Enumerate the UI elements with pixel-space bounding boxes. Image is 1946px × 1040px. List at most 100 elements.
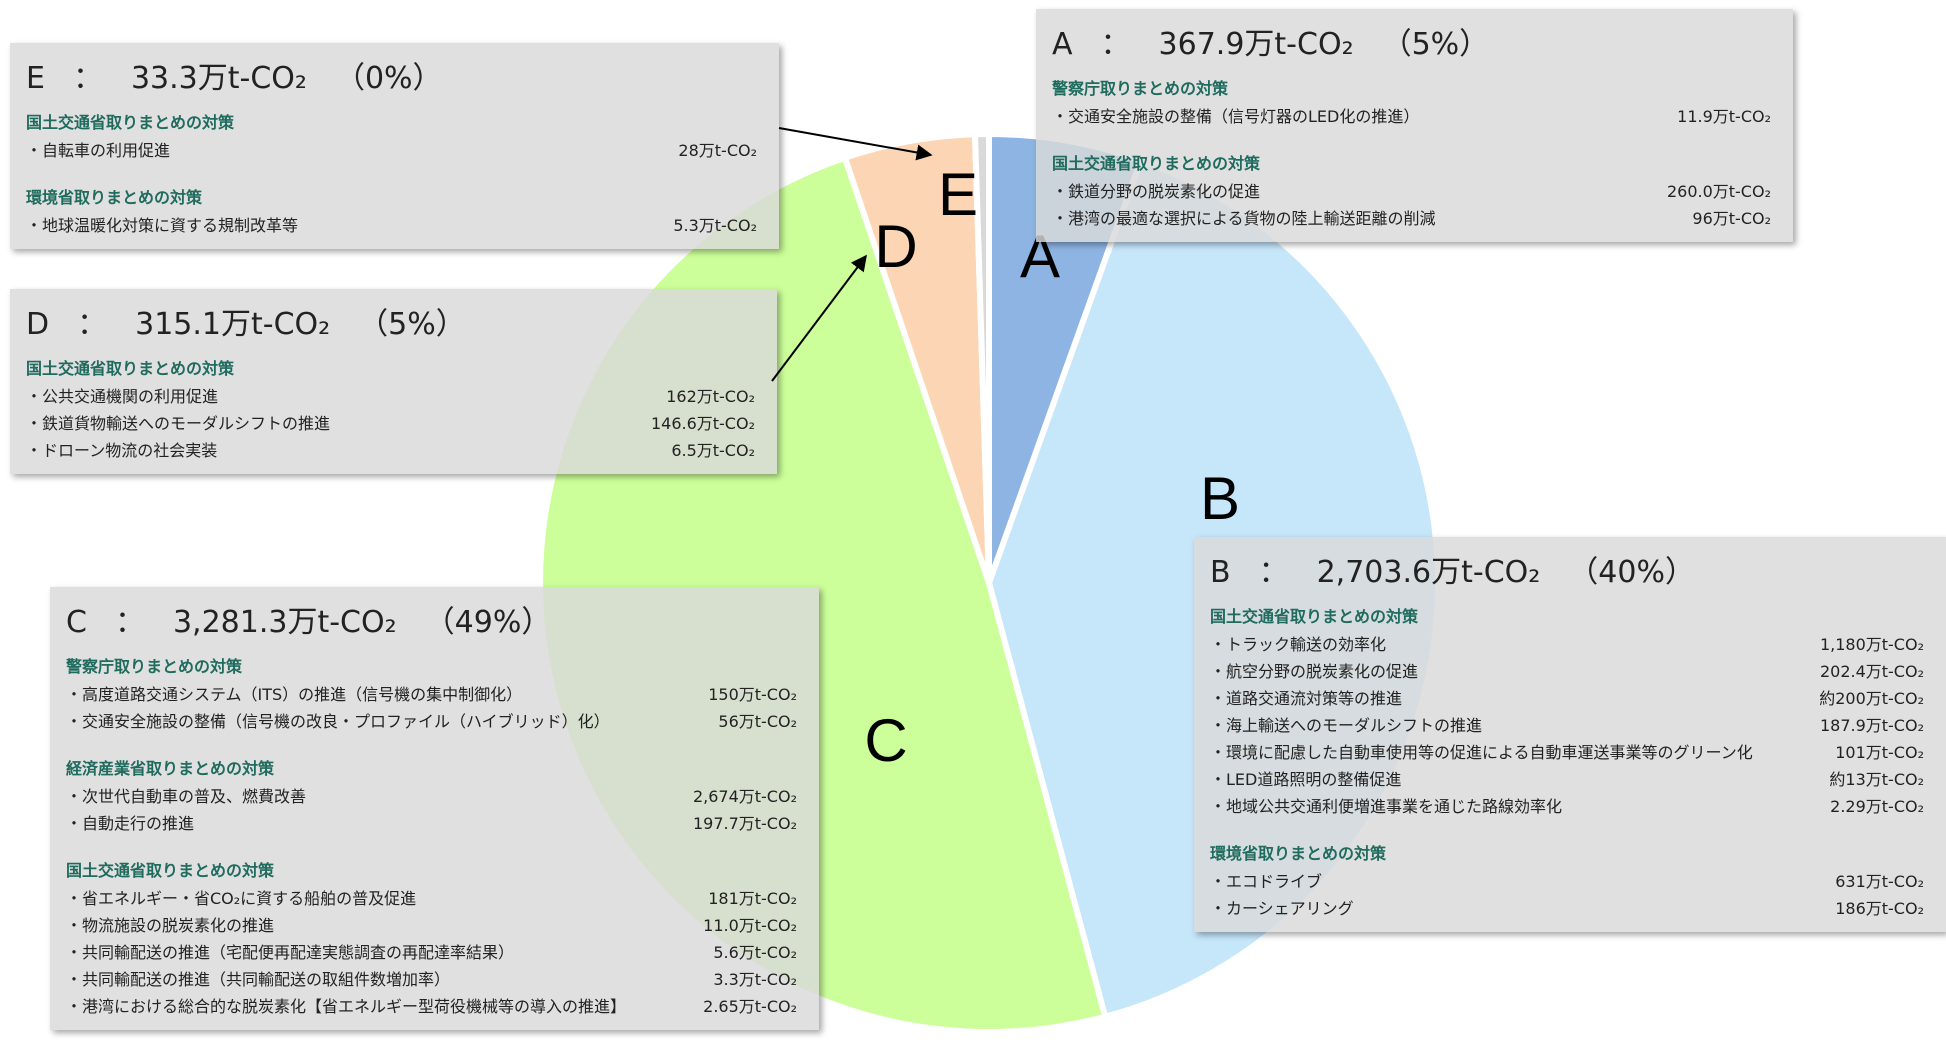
measure-group: 国土交通省取りまとめの対策 ・公共交通機関の利用促進 162万t-CO₂ ・鉄道貨物輸… xyxy=(26,355,755,464)
group-heading: 国土交通省取りまとめの対策 xyxy=(26,113,235,132)
measure-amount: 5.6万t-CO₂ xyxy=(713,943,797,962)
measure-group: 環境省取りまとめの対策 ・地球温暖化対策に資する規制改革等 5.3万t-CO₂ xyxy=(26,184,757,239)
measure-item: ・港湾における総合的な脱炭素化【省エネルギー型荷役機械等の導入の推進】 2.65万… xyxy=(66,993,797,1020)
pie-slice xyxy=(971,131,992,586)
measure-name: ・高度道路交通システム（ITS）の推進（信号機の集中制御化） xyxy=(66,685,523,704)
callout-value: 3,281.3万t-CO₂ xyxy=(172,605,397,640)
callout-separator: ： xyxy=(114,605,145,640)
measure-name: ・道路交通流対策等の推進 xyxy=(1210,689,1403,708)
callout-separator: ： xyxy=(77,307,108,342)
measure-group: 経済産業省取りまとめの対策・次世代自動車の普及、燃費改善 2,674万t-CO₂ ・… xyxy=(66,755,797,837)
callout-header: B ： 2,703.6万t-CO₂ （40%） xyxy=(1210,547,1924,591)
slice-label: D xyxy=(874,213,917,280)
measure-name: ・海上輸送へのモーダルシフトの推進 xyxy=(1210,716,1483,735)
measure-amount: 2.29万t-CO₂ xyxy=(1830,797,1924,816)
measure-name: ・LED道路照明の整備促進 xyxy=(1210,770,1402,789)
callout-box: A ： 367.9万t-CO₂ （5%） 警察庁取りまとめの対策 ・交通安全施設の整備（信… xyxy=(1036,9,1793,242)
measure-item: ・環境に配慮した自動車使用等の促進による自動車運送事業等のグリーン化 101万t-… xyxy=(1210,739,1924,766)
callout-separator: ： xyxy=(1258,555,1289,590)
measure-item: ・高度道路交通システム（ITS）の推進（信号機の集中制御化） 150万t-CO₂ xyxy=(66,681,797,708)
measure-item: ・自動走行の推進 197.7万t-CO₂ xyxy=(66,810,797,837)
measure-name: ・交通安全施設の整備（信号機の改良・プロファイル（ハイブリッド）化） xyxy=(66,712,610,731)
measure-item: ・省エネルギー・省CO₂に資する船舶の普及促進 181万t-CO₂ xyxy=(66,885,797,912)
callout-category: E xyxy=(26,61,45,96)
callout-category: B xyxy=(1210,555,1231,590)
measure-name: ・カーシェアリング xyxy=(1210,899,1354,918)
measure-amount: 631万t-CO₂ xyxy=(1835,872,1924,891)
measure-name: ・鉄道貨物輸送へのモーダルシフトの推進 xyxy=(26,414,331,433)
callout-value: 33.3万t-CO₂ xyxy=(130,61,307,96)
measure-item: ・自転車の利用促進 28万t-CO₂ xyxy=(26,137,757,164)
callout-share: （5%） xyxy=(358,307,466,342)
measure-amount: 186万t-CO₂ xyxy=(1835,899,1924,918)
measure-item: ・エコドライブ 631万t-CO₂ xyxy=(1210,868,1924,895)
measure-amount: 202.4万t-CO₂ xyxy=(1819,662,1924,681)
callout-box: B ： 2,703.6万t-CO₂ （40%） 国土交通省取りまとめの対策 ・トラック輸送… xyxy=(1194,537,1946,932)
measure-name: ・地域公共交通利便増進事業を通じた路線効率化 xyxy=(1210,797,1563,816)
measure-name: ・省エネルギー・省CO₂に資する船舶の普及促進 xyxy=(66,889,417,908)
callout-share: （49%） xyxy=(424,605,552,640)
arrow xyxy=(771,254,867,382)
measure-group: 警察庁取りまとめの対策・交通安全施設の整備（信号灯器のLED化の推進） 11.9万… xyxy=(1052,75,1771,130)
measure-item: ・共同輸配送の推進（宅配便再配達実態調査の再配達率結果） 5.6万t-CO₂ xyxy=(66,939,797,966)
callout-share: （5%） xyxy=(1381,27,1490,62)
measure-name: ・地球温暖化対策に資する規制改革等 xyxy=(26,216,299,235)
callout-separator: ： xyxy=(1100,27,1131,62)
measure-amount: 101万t-CO₂ xyxy=(1835,743,1924,762)
callout-header: C ： 3,281.3万t-CO₂ （49%） xyxy=(66,597,797,641)
measure-name: ・トラック輸送の効率化 xyxy=(1210,635,1387,654)
measure-name: ・港湾における総合的な脱炭素化【省エネルギー型荷役機械等の導入の推進】 xyxy=(66,997,627,1016)
group-heading: 国土交通省取りまとめの対策 xyxy=(66,861,275,880)
measure-item: ・次世代自動車の普及、燃費改善 2,674万t-CO₂ xyxy=(66,783,797,810)
measure-name: ・ドローン物流の社会実装 xyxy=(26,441,218,460)
callout-header: D ： 315.1万t-CO₂ （5%） xyxy=(26,299,755,343)
measure-amount: 5.3万t-CO₂ xyxy=(673,216,757,235)
group-heading: 経済産業省取りまとめの対策 xyxy=(66,759,275,778)
measure-item: ・公共交通機関の利用促進 162万t-CO₂ xyxy=(26,383,755,410)
measure-amount: 約200万t-CO₂ xyxy=(1819,689,1924,708)
measure-item: ・ドローン物流の社会実装 6.5万t-CO₂ xyxy=(26,437,755,464)
measure-amount: 150万t-CO₂ xyxy=(708,685,797,704)
slice-label: E xyxy=(938,161,978,228)
callout-category: C xyxy=(66,605,87,640)
group-heading: 警察庁取りまとめの対策 xyxy=(66,657,243,676)
measure-item: ・交通安全施設の整備（信号灯器のLED化の推進） 11.9万t-CO₂ xyxy=(1052,103,1771,130)
callout-box: D ： 315.1万t-CO₂ （5%） 国土交通省取りまとめの対策 ・公共交通機関の利用… xyxy=(10,289,777,474)
measure-amount: 11.0万t-CO₂ xyxy=(703,916,797,935)
measure-item: ・交通安全施設の整備（信号機の改良・プロファイル（ハイブリッド）化） 56万t-C… xyxy=(66,708,797,735)
measure-name: ・共同輸配送の推進（共同輸配送の取組件数増加率） xyxy=(66,970,451,989)
measure-group: 国土交通省取りまとめの対策 ・鉄道分野の脱炭素化の促進 260.0万t-CO₂ ・港湾… xyxy=(1052,150,1771,232)
measure-name: ・エコドライブ xyxy=(1210,872,1323,891)
measure-amount: 146.6万t-CO₂ xyxy=(650,414,755,433)
measure-item: ・共同輸配送の推進（共同輸配送の取組件数増加率） 3.3万t-CO₂ xyxy=(66,966,797,993)
group-heading: 環境省取りまとめの対策 xyxy=(1210,844,1387,863)
measure-name: ・環境に配慮した自動車使用等の促進による自動車運送事業等のグリーン化 xyxy=(1210,743,1753,762)
measure-amount: 162万t-CO₂ xyxy=(666,387,755,406)
callout-value: 2,703.6万t-CO₂ xyxy=(1316,555,1541,590)
group-heading: 警察庁取りまとめの対策 xyxy=(1052,79,1229,98)
measure-item: ・カーシェアリング 186万t-CO₂ xyxy=(1210,895,1924,922)
callout-value: 315.1万t-CO₂ xyxy=(135,307,331,342)
measure-name: ・交通安全施設の整備（信号灯器のLED化の推進） xyxy=(1052,107,1420,126)
callout-category: A xyxy=(1052,27,1073,62)
measure-group: 国土交通省取りまとめの対策・省エネルギー・省CO₂に資する船舶の普及促進 181万… xyxy=(66,857,797,1020)
callout-category: D xyxy=(26,307,50,342)
measure-group: 国土交通省取りまとめの対策 ・トラック輸送の効率化 1,180万t-CO₂ ・航空分野… xyxy=(1210,603,1924,820)
measure-item: ・港湾の最適な選択による貨物の陸上輸送距離の削減 96万t-CO₂ xyxy=(1052,205,1771,232)
measure-name: ・公共交通機関の利用促進 xyxy=(26,387,219,406)
measure-name: ・港湾の最適な選択による貨物の陸上輸送距離の削減 xyxy=(1052,209,1436,228)
group-heading: 国土交通省取りまとめの対策 xyxy=(1052,154,1261,173)
measure-group: 環境省取りまとめの対策 ・エコドライブ 631万t-CO₂ ・カーシェアリング 186万… xyxy=(1210,840,1924,922)
measure-amount: 96万t-CO₂ xyxy=(1692,209,1771,228)
slice-label: B xyxy=(1200,465,1240,532)
measure-group: 警察庁取りまとめの対策・高度道路交通システム（ITS）の推進（信号機の集中制御化… xyxy=(66,653,797,735)
measure-amount: 197.7万t-CO₂ xyxy=(692,814,797,833)
callout-share: （40%） xyxy=(1568,555,1695,590)
callout-box: C ： 3,281.3万t-CO₂ （49%） 警察庁取りまとめの対策・高度道路交通シス… xyxy=(50,587,819,1030)
measure-item: ・トラック輸送の効率化 1,180万t-CO₂ xyxy=(1210,631,1924,658)
measure-amount: 3.3万t-CO₂ xyxy=(713,970,797,989)
callout-box: E ： 33.3万t-CO₂ （0%） 国土交通省取りまとめの対策 ・自転車の利用促進 28… xyxy=(10,43,779,249)
measure-name: ・航空分野の脱炭素化の促進 xyxy=(1210,662,1419,681)
measure-item: ・航空分野の脱炭素化の促進 202.4万t-CO₂ xyxy=(1210,658,1924,685)
